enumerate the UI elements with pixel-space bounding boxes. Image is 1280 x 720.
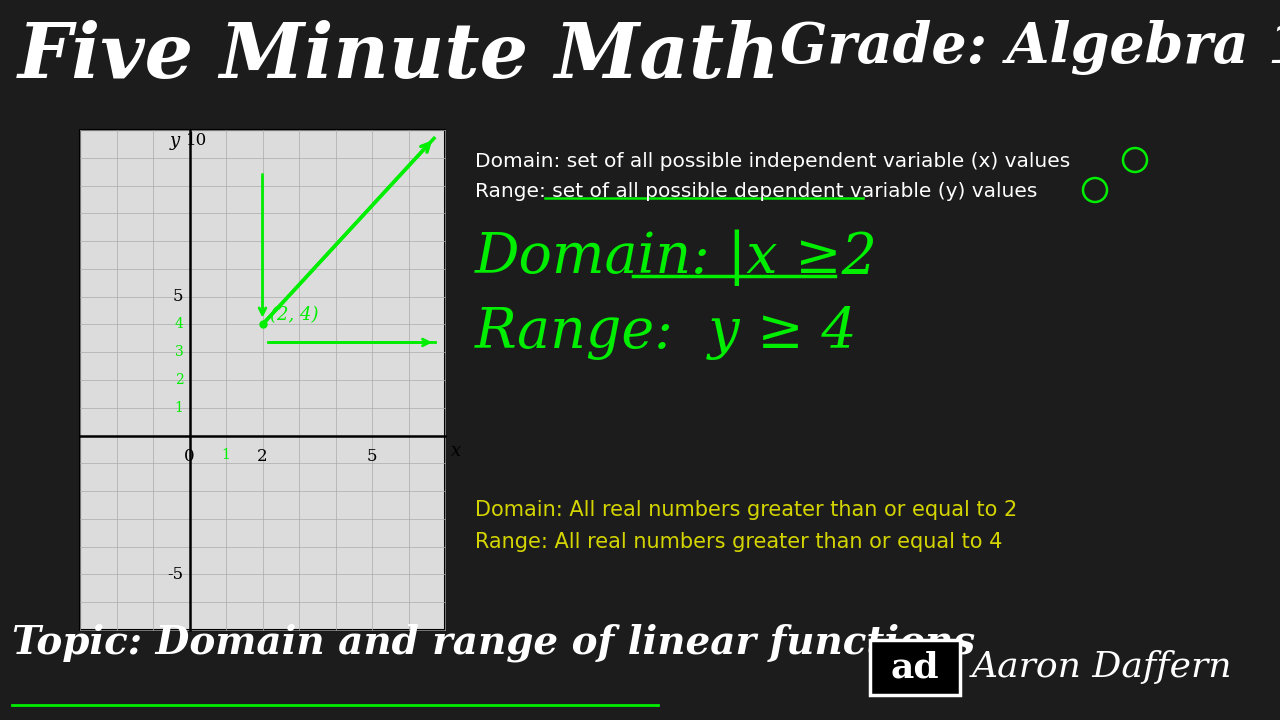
Text: Range: All real numbers greater than or equal to 4: Range: All real numbers greater than or … xyxy=(475,532,1002,552)
Text: x: x xyxy=(451,441,461,459)
Text: 10: 10 xyxy=(186,132,207,149)
Text: Domain: |x ≥2: Domain: |x ≥2 xyxy=(475,230,878,287)
Text: Five Minute Math: Five Minute Math xyxy=(18,20,781,94)
Bar xyxy=(79,130,445,630)
Text: Grade: Algebra 1: Grade: Algebra 1 xyxy=(780,20,1280,75)
Text: 1: 1 xyxy=(174,401,183,415)
Text: 1: 1 xyxy=(221,448,230,462)
Text: 2: 2 xyxy=(257,448,268,464)
Text: Aaron Daffern: Aaron Daffern xyxy=(972,650,1233,685)
Text: -5: -5 xyxy=(168,566,183,583)
Text: 5: 5 xyxy=(367,448,378,464)
Text: ad: ad xyxy=(891,650,940,685)
Text: 5: 5 xyxy=(173,288,183,305)
Text: 0: 0 xyxy=(184,448,195,464)
Text: Range: set of all possible dependent variable (y) values: Range: set of all possible dependent var… xyxy=(475,182,1037,201)
Text: Range:  y ≥ 4: Range: y ≥ 4 xyxy=(475,305,858,360)
Text: 3: 3 xyxy=(175,345,183,359)
Text: y: y xyxy=(169,132,179,150)
Text: 2: 2 xyxy=(175,373,183,387)
Text: Domain: All real numbers greater than or equal to 2: Domain: All real numbers greater than or… xyxy=(475,500,1018,520)
Text: 4: 4 xyxy=(174,318,183,331)
Text: Topic: Domain and range of linear functions: Topic: Domain and range of linear functi… xyxy=(12,624,975,662)
Text: Domain: set of all possible independent variable (x) values: Domain: set of all possible independent … xyxy=(475,152,1070,171)
Bar xyxy=(870,640,960,695)
Text: (2, 4): (2, 4) xyxy=(270,307,319,325)
